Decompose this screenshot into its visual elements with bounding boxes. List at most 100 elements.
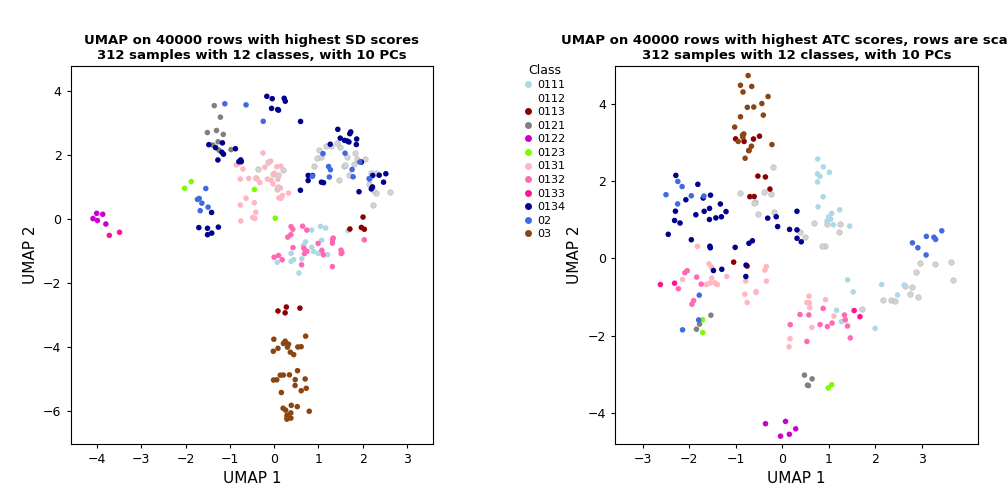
Point bbox=[674, 275, 690, 283]
Point bbox=[694, 280, 710, 288]
Point bbox=[89, 209, 105, 217]
Point bbox=[904, 239, 920, 247]
Point bbox=[750, 172, 766, 180]
Point bbox=[211, 146, 227, 154]
Point bbox=[703, 244, 719, 252]
Point bbox=[842, 222, 858, 230]
Point bbox=[683, 236, 700, 244]
Point bbox=[754, 99, 770, 107]
Point bbox=[748, 287, 764, 295]
Point bbox=[736, 130, 752, 138]
Point bbox=[292, 304, 308, 312]
Point bbox=[818, 220, 835, 228]
Point bbox=[313, 178, 330, 186]
Point bbox=[271, 194, 287, 202]
Point bbox=[741, 147, 757, 155]
Point bbox=[272, 371, 288, 379]
Point bbox=[277, 97, 293, 105]
Point bbox=[703, 311, 719, 319]
Point bbox=[814, 242, 831, 250]
Point bbox=[265, 170, 281, 178]
Point bbox=[365, 201, 381, 209]
Point bbox=[287, 382, 303, 390]
Point bbox=[245, 213, 261, 221]
Point bbox=[714, 213, 730, 221]
Point bbox=[822, 168, 838, 176]
Point bbox=[265, 376, 281, 384]
Point bbox=[789, 207, 805, 215]
Point bbox=[333, 246, 349, 254]
Point bbox=[275, 339, 291, 347]
Point bbox=[742, 193, 758, 201]
Legend: 0111, 0112, 0113, 0121, 0122, 0123, 0131, 0132, 0133, 0134, 02, 03: 0111, 0112, 0113, 0121, 0122, 0123, 0131… bbox=[523, 64, 565, 239]
Point bbox=[660, 230, 676, 238]
Point bbox=[269, 376, 285, 384]
Point bbox=[942, 259, 959, 267]
Point bbox=[791, 228, 807, 236]
Point bbox=[704, 274, 720, 282]
Point bbox=[918, 232, 934, 240]
Point bbox=[733, 113, 749, 121]
Point bbox=[353, 158, 369, 166]
Point bbox=[746, 103, 762, 111]
Point bbox=[176, 184, 193, 193]
Point bbox=[362, 175, 378, 183]
Point bbox=[300, 171, 317, 179]
Point bbox=[283, 249, 299, 258]
Point bbox=[294, 222, 310, 230]
Point bbox=[666, 216, 682, 224]
Point bbox=[340, 137, 356, 145]
Point bbox=[330, 139, 346, 147]
Point bbox=[355, 213, 371, 221]
Point bbox=[233, 156, 249, 164]
Point bbox=[233, 158, 249, 166]
Point bbox=[293, 261, 309, 269]
Point bbox=[265, 180, 281, 188]
Point bbox=[908, 268, 924, 276]
Point bbox=[343, 128, 359, 136]
Point bbox=[246, 185, 262, 194]
Point bbox=[248, 174, 264, 182]
Point bbox=[912, 259, 928, 267]
Point bbox=[832, 206, 848, 214]
Point bbox=[279, 233, 295, 241]
Point bbox=[321, 162, 337, 170]
Point bbox=[652, 281, 668, 289]
Point bbox=[344, 165, 360, 173]
Point bbox=[739, 298, 755, 306]
Point bbox=[732, 190, 748, 198]
Point bbox=[274, 256, 290, 264]
Point bbox=[316, 178, 332, 186]
Point bbox=[765, 163, 781, 171]
Point bbox=[298, 384, 314, 392]
Point bbox=[758, 263, 774, 271]
Point bbox=[674, 326, 690, 334]
Point bbox=[728, 135, 744, 143]
Point bbox=[204, 209, 220, 217]
Point bbox=[330, 125, 346, 134]
Point bbox=[356, 225, 372, 233]
Point bbox=[820, 323, 836, 331]
Point bbox=[787, 425, 803, 433]
Point bbox=[270, 106, 286, 114]
Point bbox=[274, 192, 290, 200]
Point bbox=[283, 409, 299, 417]
Point bbox=[760, 93, 776, 101]
Point bbox=[350, 155, 366, 163]
Point bbox=[691, 291, 708, 299]
Point bbox=[875, 296, 891, 304]
Point bbox=[209, 127, 225, 135]
Point bbox=[334, 249, 350, 258]
Point bbox=[736, 138, 752, 146]
Point bbox=[205, 141, 221, 149]
Point bbox=[337, 161, 353, 169]
Point bbox=[277, 309, 293, 317]
Point bbox=[829, 306, 845, 314]
Point bbox=[737, 290, 753, 298]
Point bbox=[280, 189, 296, 197]
Point bbox=[298, 226, 314, 234]
Point bbox=[260, 158, 276, 166]
Point bbox=[826, 312, 842, 320]
Point bbox=[101, 231, 117, 239]
Point bbox=[231, 158, 247, 166]
